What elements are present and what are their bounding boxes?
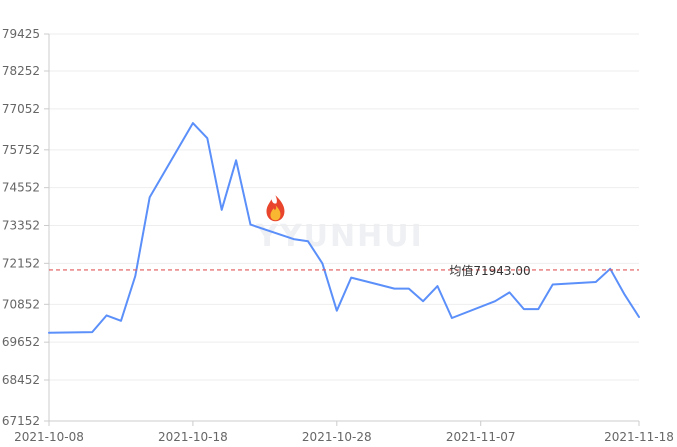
marker-group [266,195,285,222]
watermark: YYUNHUI [255,219,424,254]
y-tick-label: 70852 [2,297,40,311]
x-tick-label: 2021-11-07 [446,430,516,444]
y-tick-label: 77052 [2,102,40,116]
y-tick-label: 68452 [2,373,40,387]
x-tick-label: 2021-10-28 [302,430,372,444]
y-tick-label: 72152 [2,256,40,270]
x-tick-label: 2021-10-18 [158,430,228,444]
y-tick-label: 67152 [2,414,40,428]
series-line [48,122,640,334]
grid-lines [49,33,639,381]
flame-icon [266,195,285,222]
y-tick-label: 73352 [2,218,40,232]
average-label: 均值71943.00 [449,263,530,278]
series-group [48,122,640,334]
y-axis: 79425 78252 77052 75752 74552 73352 72152 70852… [2,27,50,428]
flame-inner [270,205,281,221]
x-tick-label: 2021-11-18 [604,430,674,444]
y-tick-label: 78252 [2,64,40,78]
x-axis: 2021-10-08 2021-10-18 2021-10-28 2021-11-07… [14,420,674,444]
x-tick-label: 2021-10-08 [14,430,84,444]
y-tick-label: 69652 [2,335,40,349]
average-group: 均值71943.00 [49,263,639,278]
y-tick-label: 75752 [2,143,40,157]
y-tick-label: 74552 [2,181,40,195]
y-tick-label: 79425 [2,27,40,41]
